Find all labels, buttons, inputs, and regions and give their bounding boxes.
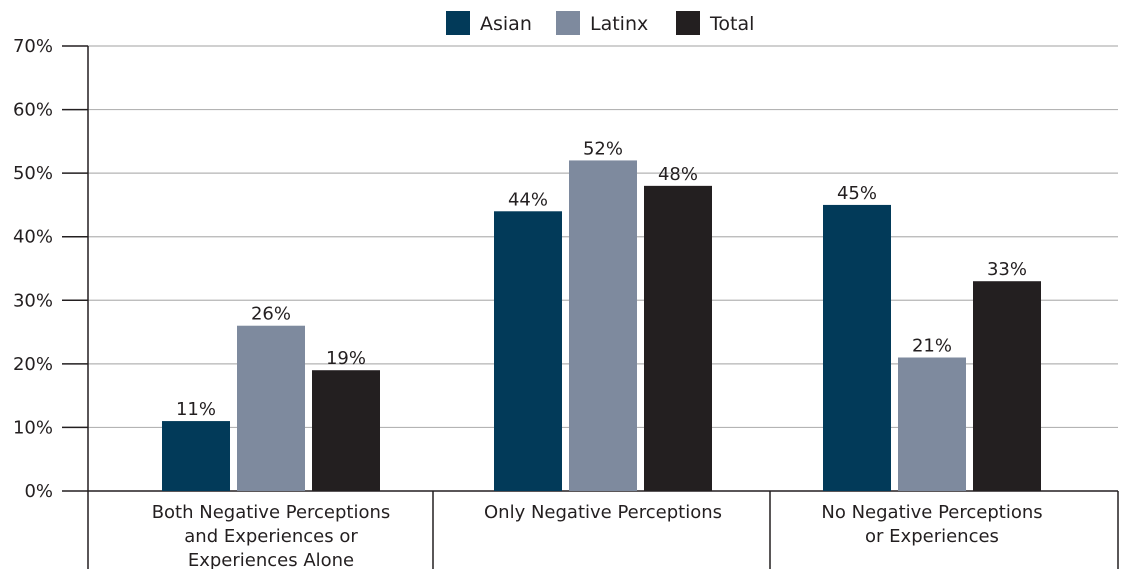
legend: Asian Latinx Total — [446, 11, 754, 35]
legend-swatch-asian — [446, 11, 470, 35]
legend-swatch-latinx — [556, 11, 580, 35]
y-tick-label: 50% — [13, 163, 53, 184]
data-label-latinx-1: 26% — [251, 304, 291, 325]
bar-asian-1 — [162, 421, 230, 491]
bars — [162, 160, 1041, 492]
bar-latinx-1 — [237, 325, 305, 491]
y-tick-label: 60% — [13, 100, 53, 121]
bar-total-2 — [644, 185, 712, 491]
legend-label-latinx: Latinx — [590, 13, 648, 35]
legend-label-asian: Asian — [480, 13, 532, 35]
category-label-line: or Experiences — [865, 526, 999, 547]
data-label-asian-1: 11% — [176, 399, 216, 420]
legend-label-total: Total — [709, 13, 754, 35]
data-label-total-2: 48% — [658, 164, 698, 185]
y-tick-label: 70% — [13, 36, 53, 57]
category-label-line: Only Negative Perceptions — [484, 502, 722, 523]
y-tick-label: 30% — [13, 290, 53, 311]
y-tick-label: 20% — [13, 354, 53, 375]
bar-total-3 — [973, 281, 1041, 491]
category-label-3: No Negative Perceptions or Experiences — [821, 502, 1042, 547]
bar-total-1 — [312, 370, 380, 491]
data-label-total-1: 19% — [326, 348, 366, 369]
category-label-2: Only Negative Perceptions — [484, 502, 722, 523]
category-label-line: and Experiences or — [184, 526, 358, 547]
data-labels: 11% 26% 19% 44% 52% 48% 45% 21% 33% — [176, 138, 1027, 420]
data-label-latinx-2: 52% — [583, 138, 623, 159]
y-tick-label: 40% — [13, 227, 53, 248]
data-label-latinx-3: 21% — [912, 336, 952, 357]
legend-swatch-total — [676, 11, 700, 35]
category-labels: Both Negative Perceptions and Experiences… — [152, 502, 1043, 569]
y-tick-label: 0% — [24, 481, 53, 502]
category-label-line: Both Negative Perceptions — [152, 502, 391, 523]
y-tick-label: 10% — [13, 417, 53, 438]
bar-latinx-2 — [569, 160, 637, 491]
bar-latinx-3 — [898, 357, 966, 491]
category-label-line: No Negative Perceptions — [821, 502, 1042, 523]
category-label-1: Both Negative Perceptions and Experiences… — [152, 502, 391, 569]
category-label-line: Experiences Alone — [188, 550, 354, 569]
bar-asian-2 — [494, 211, 562, 492]
data-label-asian-3: 45% — [837, 183, 877, 204]
data-label-asian-2: 44% — [508, 189, 548, 210]
bar-asian-3 — [823, 204, 891, 491]
data-label-total-3: 33% — [987, 259, 1027, 280]
